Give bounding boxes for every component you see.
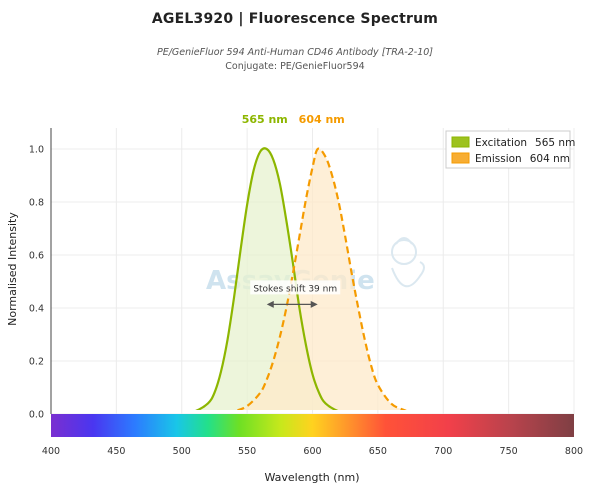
legend-series-name: Excitation [475,137,527,149]
legend: Excitation 565 nm Emission 604 nm [445,130,575,169]
legend-series-peak: 604 nm [530,153,570,165]
legend-swatch-emission [451,152,470,164]
y-axis-label: Normalised Intensity [6,212,19,326]
x-tick-label: 500 [173,446,191,457]
y-axis-ticks: 0.0 0.2 0.4 0.6 0.8 1.0 [29,145,44,421]
chart-subtitle: PE/GenieFluor 594 Anti-Human CD46 Antibo… [156,47,433,58]
emission-area [238,148,404,410]
legend-swatch-excitation [451,136,470,148]
y-tick-label: 0.0 [29,410,44,421]
x-tick-label: 600 [303,446,321,457]
y-tick-label: 0.8 [29,198,44,209]
stokes-arrow-left-head [266,300,274,308]
emission-peak-label: 604 nm [299,113,345,126]
y-tick-label: 0.2 [29,357,44,368]
emission-curve [234,147,407,410]
legend-series-name: Emission [475,153,522,165]
x-tick-label: 800 [565,446,583,457]
stokes-arrow-right-head [310,300,318,308]
x-tick-label: 450 [107,446,125,457]
y-tick-label: 0.6 [29,251,44,262]
x-axis-label: Wavelength (nm) [264,471,359,484]
legend-item-emission: Emission 604 nm [475,153,570,165]
excitation-curve [195,147,339,410]
legend-series-peak: 565 nm [535,137,575,149]
x-tick-label: 650 [369,446,387,457]
x-axis-ticks: 400 450 500 550 600 650 700 750 800 [42,446,583,457]
y-tick-label: 0.4 [29,304,44,315]
x-tick-label: 750 [500,446,518,457]
excitation-peak-label: 565 nm [242,113,288,126]
conjugate-label: Conjugate: PE/GenieFluor594 [225,61,365,72]
x-tick-label: 400 [42,446,60,457]
stokes-label-background [250,280,341,295]
chart-title: AGEL3920 | Fluorescence Spectrum [151,11,439,27]
y-tick-label: 1.0 [29,145,44,156]
visible-spectrum-bar [51,414,574,437]
stokes-shift-annotation: Stokes shift 39 nm [250,280,341,308]
stokes-shift-label: Stokes shift 39 nm [253,284,337,294]
x-tick-label: 700 [434,446,452,457]
x-tick-label: 550 [238,446,256,457]
legend-item-excitation: Excitation 565 nm [475,137,575,149]
genie-logo-icon [391,237,425,288]
